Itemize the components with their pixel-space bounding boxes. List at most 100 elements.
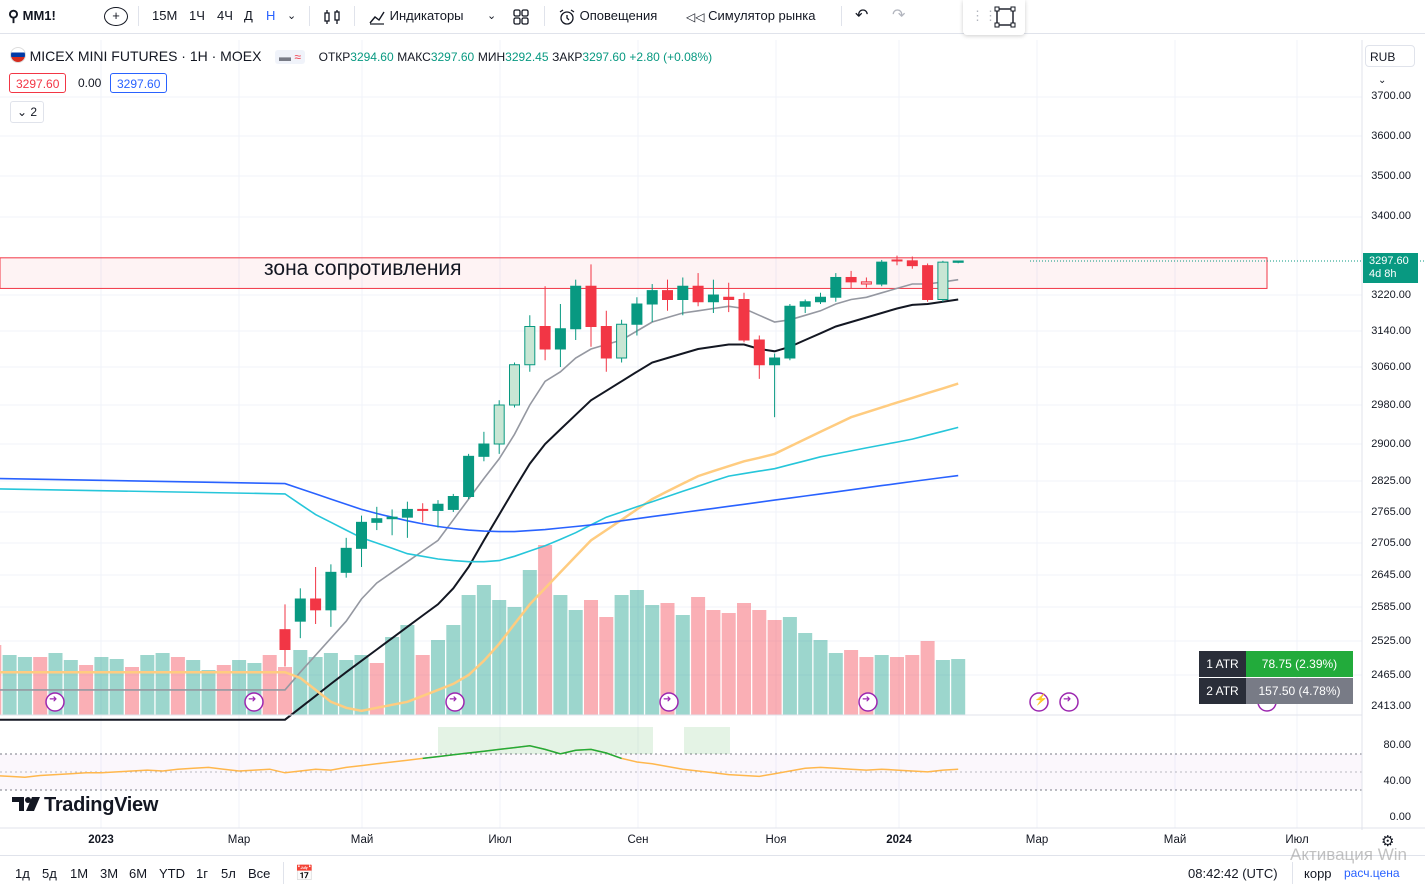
osc-tick: 0.00 — [1389, 811, 1411, 823]
candle-body — [432, 503, 444, 511]
moving-average-line — [0, 382, 959, 713]
drag-handle-icon[interactable]: ⋮⋮ — [971, 8, 997, 23]
volume-bar — [721, 613, 736, 715]
range-1d[interactable]: 1д — [15, 866, 30, 881]
dividend-event-icon[interactable] — [445, 692, 465, 712]
future-event-icon[interactable] — [1059, 692, 1079, 712]
atr-label: 2 ATR — [1199, 678, 1246, 704]
interval-dropdown[interactable]: ⌄ — [287, 5, 296, 27]
volume-bar — [737, 603, 751, 715]
candle-body — [340, 547, 352, 573]
candle-body — [646, 290, 658, 305]
volume-bar — [522, 570, 537, 715]
replay-button[interactable]: ◁◁ Симулятор рынка — [686, 5, 816, 27]
adjustment-toggle[interactable]: корр — [1304, 866, 1332, 881]
goto-date-button[interactable]: 📅 — [295, 864, 314, 882]
resistance-zone-label[interactable]: зона сопротивления — [264, 257, 462, 280]
layouts-button[interactable] — [512, 5, 530, 27]
volume-bar — [782, 617, 797, 715]
volume-bar — [17, 657, 32, 715]
range-1y[interactable]: 1г — [196, 866, 208, 881]
candle-body — [570, 285, 582, 330]
fullscreen-icon[interactable] — [993, 5, 1017, 29]
undo-button[interactable]: ↶ — [855, 5, 868, 27]
candle-body — [876, 261, 888, 285]
interval-4h[interactable]: 4Ч — [217, 8, 233, 23]
price-tick: 2765.00 — [1371, 506, 1411, 518]
time-tick: Май — [350, 834, 374, 846]
alerts-label: Оповещения — [579, 8, 658, 23]
moving-average-line — [0, 298, 959, 721]
chevron-down-icon: ⌄ — [1378, 75, 1387, 86]
buy-price-button[interactable]: 3297.60 — [110, 73, 168, 93]
price-tick: 3500.00 — [1371, 170, 1411, 182]
interval-w[interactable]: Н — [266, 8, 276, 23]
volume-bar — [400, 625, 415, 715]
range-5y[interactable]: 5л — [221, 866, 236, 881]
redo-button[interactable]: ↷ — [892, 5, 905, 27]
grid-layout-icon — [513, 8, 529, 25]
volume-bar — [140, 655, 155, 715]
symbol-title[interactable]: MICEX MINI FUTURES · 1H · MOEX — [29, 48, 262, 64]
atr-row[interactable]: 2 ATR 157.50 (4.78%) — [1199, 678, 1353, 704]
chevron-down-icon: ⌄ — [487, 10, 497, 22]
dividend-event-icon[interactable] — [659, 692, 679, 712]
candle-body — [860, 281, 872, 285]
compare-symbol-button[interactable]: + — [104, 7, 128, 26]
candles-icon — [324, 9, 340, 24]
price-tick: 2585.00 — [1371, 601, 1411, 613]
time-tick: Ноя — [765, 834, 787, 846]
dividend-event-icon[interactable] — [858, 692, 878, 712]
range-3m[interactable]: 3М — [100, 866, 119, 881]
candle-body — [463, 455, 475, 498]
range-ytd[interactable]: YTD — [159, 866, 185, 881]
interval-1h[interactable]: 1Ч — [189, 8, 205, 23]
divider — [354, 6, 355, 26]
volume-bar — [798, 633, 813, 715]
candle-body — [952, 260, 964, 263]
tv-logo-icon — [12, 797, 40, 811]
candle-body — [631, 303, 643, 325]
chart-canvas[interactable] — [0, 34, 1425, 854]
last-price-value: 3297.60 — [1369, 255, 1409, 267]
candle-body — [279, 629, 291, 651]
volume-bar — [920, 641, 935, 715]
candle-body — [723, 296, 735, 300]
overbought-zone — [684, 727, 730, 754]
volume-bar — [951, 659, 966, 715]
settlement-toggle[interactable]: расч.цена — [1344, 866, 1400, 880]
volume-bar — [431, 640, 445, 715]
open-value: 3294.60 — [350, 50, 394, 64]
dividend-event-icon[interactable] — [244, 692, 264, 712]
dividend-event-icon[interactable] — [45, 692, 65, 712]
symbol-search-button[interactable]: ⚲ MM1! — [8, 5, 56, 27]
tradingview-logo[interactable]: TradingView — [12, 794, 158, 817]
interval-d[interactable]: Д — [244, 8, 253, 23]
gear-icon: ⚙ — [1381, 833, 1395, 850]
candle-body — [707, 294, 719, 303]
alerts-button[interactable]: Оповещения — [558, 5, 657, 27]
clock-timezone[interactable]: 08:42:42 (UTC) — [1188, 866, 1278, 881]
legend-badge[interactable]: ▬ ≈ — [275, 50, 305, 64]
candle-body — [539, 326, 551, 350]
indicators-button[interactable]: Индикаторы — [368, 5, 464, 27]
range-1m[interactable]: 1М — [70, 866, 89, 881]
axis-settings-button[interactable]: ⚙ — [1381, 832, 1394, 850]
change-value: +2.80 (+0.08%) — [629, 50, 713, 64]
sell-price-button[interactable]: 3297.60 — [9, 73, 67, 93]
volume-bar — [461, 595, 476, 715]
earnings-event-icon[interactable] — [1029, 692, 1049, 712]
plus-icon: + — [112, 8, 120, 23]
range-all[interactable]: Все — [248, 866, 271, 881]
search-icon: ⚲ — [8, 7, 19, 25]
range-5d[interactable]: 5д — [42, 866, 57, 881]
range-6m[interactable]: 6М — [129, 866, 148, 881]
chart-type-button[interactable] — [323, 5, 341, 27]
indicators-dropdown[interactable]: ⌄ — [487, 5, 496, 27]
indicators-toggle[interactable]: ⌄ 2 — [10, 101, 45, 123]
volume-bar — [507, 607, 522, 715]
currency-selector[interactable]: RUB ⌄ — [1365, 45, 1415, 86]
interval-15m[interactable]: 15M — [152, 8, 178, 23]
resistance-zone[interactable] — [0, 257, 1268, 289]
atr-row[interactable]: 1 ATR 78.75 (2.39%) — [1199, 651, 1353, 677]
